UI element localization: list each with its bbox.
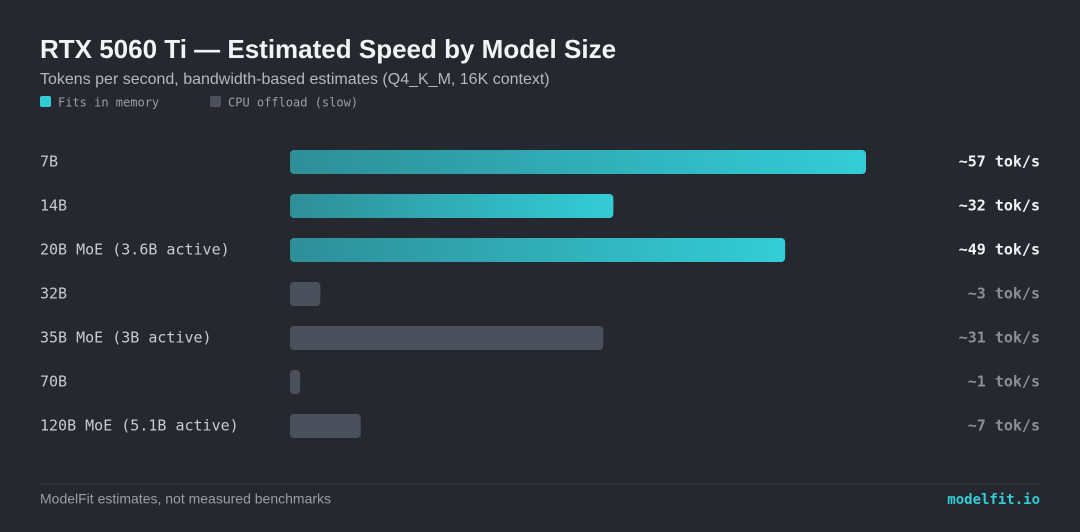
source-link: modelfit.io [947, 492, 1040, 508]
bar [290, 370, 301, 394]
value-label: ~7 tok/s [968, 417, 1040, 435]
category-label: 120B MoE (5.1B active) [40, 417, 239, 435]
bar [290, 150, 866, 174]
legend-swatch [210, 96, 221, 107]
value-label: ~49 tok/s [959, 241, 1040, 259]
category-label: 35B MoE (3B active) [40, 329, 212, 347]
chart-subtitle: Tokens per second, bandwidth-based estim… [40, 71, 550, 88]
category-label: 7B [40, 153, 58, 171]
value-label: ~31 tok/s [959, 329, 1040, 347]
category-label: 70B [40, 373, 67, 391]
value-label: ~57 tok/s [959, 153, 1040, 171]
bar [290, 326, 604, 350]
value-label: ~1 tok/s [968, 373, 1040, 391]
chart-title: RTX 5060 Ti — Estimated Speed by Model S… [40, 34, 616, 64]
category-label: 32B [40, 285, 67, 303]
legend-swatch [40, 96, 51, 107]
legend-label: CPU offload (slow) [228, 96, 358, 110]
bar [290, 282, 321, 306]
value-label: ~3 tok/s [968, 285, 1040, 303]
value-label: ~32 tok/s [959, 197, 1040, 215]
category-label: 14B [40, 197, 67, 215]
footer-note: ModelFit estimates, not measured benchma… [40, 491, 331, 507]
legend-label: Fits in memory [58, 96, 159, 110]
category-label: 20B MoE (3.6B active) [40, 241, 230, 259]
bar [290, 194, 614, 218]
bar [290, 238, 786, 262]
bar [290, 414, 361, 438]
